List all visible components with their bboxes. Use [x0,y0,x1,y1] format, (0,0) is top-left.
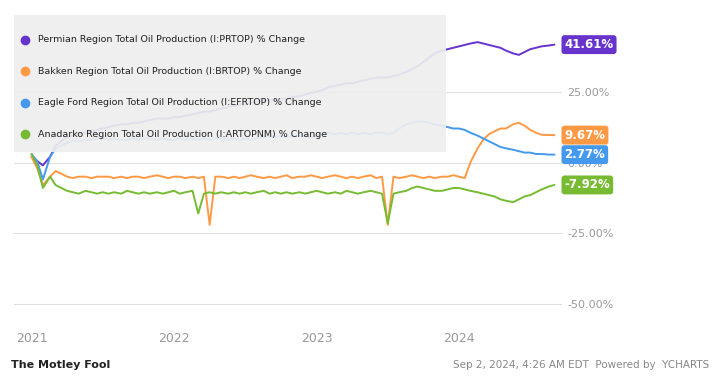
Text: 41.61%: 41.61% [564,38,613,51]
Text: -7.92%: -7.92% [564,179,611,192]
Text: Eagle Ford Region Total Oil Production (I:EFRTOP) % Change: Eagle Ford Region Total Oil Production (… [38,98,322,107]
Text: Bakken Region Total Oil Production (I:BRTOP) % Change: Bakken Region Total Oil Production (I:BR… [38,67,302,76]
Text: 2.77%: 2.77% [564,148,606,161]
Text: The Motley Fool: The Motley Fool [11,361,110,370]
Text: Anadarko Region Total Oil Production (I:ARTOPNM) % Change: Anadarko Region Total Oil Production (I:… [38,130,328,139]
Text: Sep 2, 2024, 4:26 AM EDT  Powered by  YCHARTS: Sep 2, 2024, 4:26 AM EDT Powered by YCHA… [453,361,709,370]
Text: Permian Region Total Oil Production (I:PRTOP) % Change: Permian Region Total Oil Production (I:P… [38,35,305,44]
Text: 9.67%: 9.67% [564,128,606,142]
